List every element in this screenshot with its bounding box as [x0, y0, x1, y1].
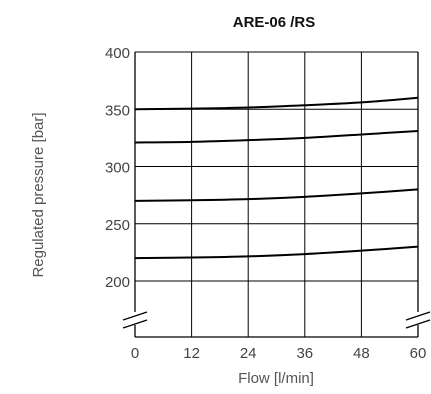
- x-axis-label: Flow [l/min]: [238, 370, 314, 387]
- series-line-2: [134, 130, 419, 144]
- x-tick-label-0: 0: [131, 345, 139, 362]
- y-axis-label: Regulated pressure [bar]: [30, 112, 47, 277]
- x-tick-label-48: 48: [353, 345, 370, 362]
- axis-break-left-2: [122, 319, 148, 329]
- y-tick-label-300: 300: [105, 160, 130, 177]
- chart-title: ARE-06 /RS: [233, 14, 316, 31]
- y-tick-label-350: 350: [105, 102, 130, 119]
- x-tick-label-36: 36: [296, 345, 313, 362]
- x-tick-label-12: 12: [183, 345, 200, 362]
- series-line-3: [134, 188, 419, 202]
- grid-layer: [134, 51, 419, 338]
- y-tick-label-250: 250: [105, 217, 130, 234]
- x-tick-label-60: 60: [410, 345, 427, 362]
- axis-break-layer: [122, 311, 431, 329]
- axis-break-right-1: [405, 311, 431, 321]
- y-tick-label-400: 400: [105, 45, 130, 62]
- series-line-4: [134, 245, 419, 260]
- axis-break-left-1: [122, 311, 148, 321]
- y-tick-label-200: 200: [105, 274, 130, 291]
- tick-layer: 200 250 300 350 400 0 12 24 36 48 60: [105, 45, 426, 362]
- series-layer: [134, 96, 419, 260]
- x-tick-label-24: 24: [240, 345, 257, 362]
- series-line-1: [134, 96, 419, 111]
- axis-break-right-2: [405, 319, 431, 329]
